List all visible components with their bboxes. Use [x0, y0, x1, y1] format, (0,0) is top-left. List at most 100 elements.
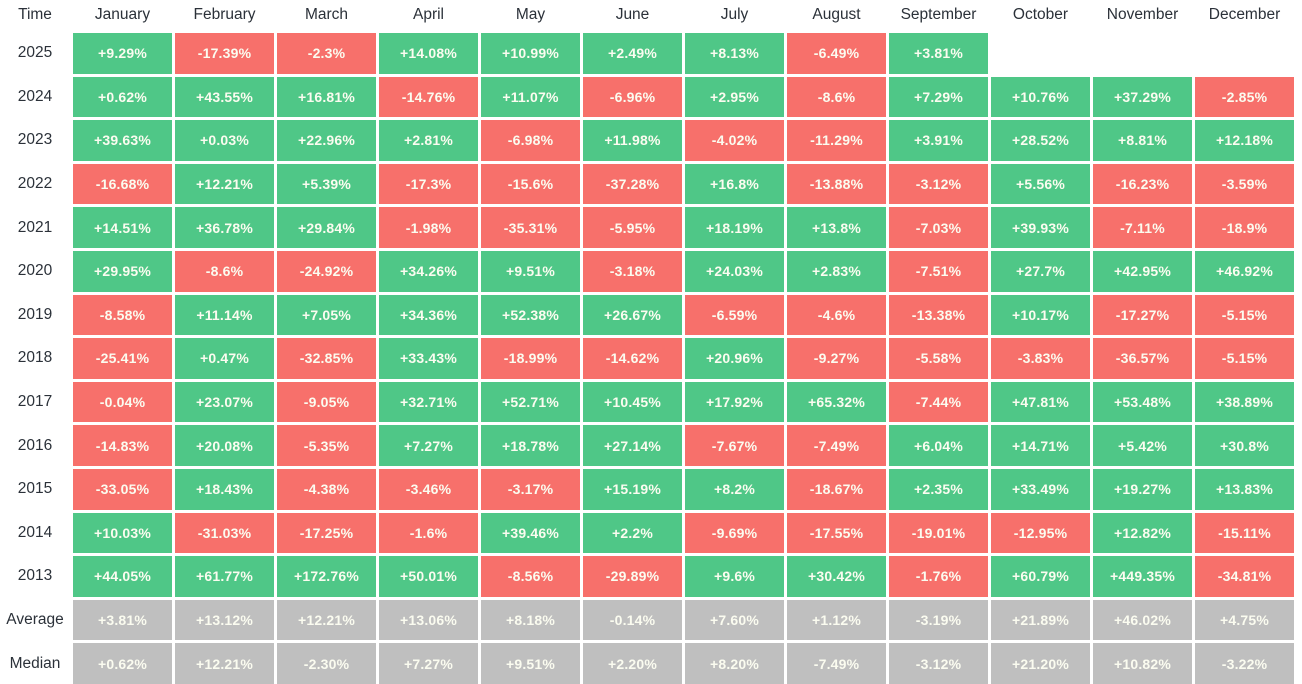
heatmap-cell: -5.35% [277, 425, 376, 466]
heatmap-cell: +16.81% [277, 76, 376, 118]
heatmap-cell: +52.38% [481, 294, 580, 336]
heatmap-cell: +22.96% [277, 120, 376, 161]
heatmap-cell: +12.18% [1195, 120, 1294, 161]
heatmap-cell: -34.81% [1195, 556, 1294, 597]
heatmap-cell: +0.03% [175, 120, 274, 161]
heatmap-cell: +60.79% [991, 556, 1090, 597]
month-header-may: May [515, 6, 546, 23]
heatmap-cell: +21.20% [991, 643, 1090, 684]
heatmap-cell: -19.01% [889, 512, 988, 554]
heatmap-cell: +13.06% [379, 599, 478, 641]
heatmap-cell: +2.2% [583, 512, 682, 554]
heatmap-cell: -17.25% [277, 512, 376, 554]
heatmap-cell [1195, 33, 1294, 74]
heatmap-cell: -6.98% [481, 120, 580, 161]
heatmap-cell: -25.41% [73, 338, 172, 379]
heatmap-cell: +46.02% [1093, 599, 1192, 641]
heatmap-cell: +8.2% [685, 468, 784, 510]
heatmap-cell: -4.02% [685, 120, 784, 161]
heatmap-cell: +10.45% [583, 381, 682, 423]
heatmap-cell: -17.3% [379, 163, 478, 205]
heatmap-cell: +14.71% [991, 425, 1090, 466]
row-label-2018: 2018 [17, 349, 53, 367]
heatmap-cell: +7.27% [379, 643, 478, 684]
row-label-2021: 2021 [17, 218, 53, 236]
row-label-2023: 2023 [17, 131, 53, 149]
month-header-january: January [94, 6, 151, 23]
heatmap-cell: -1.98% [379, 207, 478, 248]
heatmap-cell: -5.15% [1195, 338, 1294, 379]
heatmap-cell: -9.69% [685, 512, 784, 554]
heatmap-cell: +26.67% [583, 294, 682, 336]
heatmap-cell: +6.04% [889, 425, 988, 466]
heatmap-cell: +50.01% [379, 556, 478, 597]
heatmap-cell: +3.91% [889, 120, 988, 161]
row-label-2019: 2019 [17, 305, 53, 323]
heatmap-cell [991, 33, 1090, 74]
heatmap-cell: +28.52% [991, 120, 1090, 161]
heatmap-cell: -24.92% [277, 250, 376, 292]
heatmap-cell: +8.20% [685, 643, 784, 684]
heatmap-cell: -3.59% [1195, 163, 1294, 205]
heatmap-cell: +52.71% [481, 381, 580, 423]
row-label-average: Average [6, 611, 64, 629]
heatmap-cell: +10.82% [1093, 643, 1192, 684]
heatmap-cell: +172.76% [277, 556, 376, 597]
row-label-2017: 2017 [17, 393, 53, 411]
row-label-2014: 2014 [17, 523, 53, 541]
heatmap-cell: -2.3% [277, 33, 376, 74]
heatmap-cell: +11.14% [175, 294, 274, 336]
heatmap-cell: -7.51% [889, 250, 988, 292]
heatmap-cell: +37.29% [1093, 76, 1192, 118]
heatmap-cell: +9.51% [481, 643, 580, 684]
heatmap-cell: -18.9% [1195, 207, 1294, 248]
heatmap-cell: +29.95% [73, 250, 172, 292]
heatmap-cell: -33.05% [73, 468, 172, 510]
heatmap-cell: +2.49% [583, 33, 682, 74]
heatmap-cell: -9.05% [277, 381, 376, 423]
heatmap-cell: -5.15% [1195, 294, 1294, 336]
heatmap-cell: -32.85% [277, 338, 376, 379]
row-label-2013: 2013 [17, 567, 53, 585]
heatmap-cell: -3.12% [889, 163, 988, 205]
heatmap-cell: +0.47% [175, 338, 274, 379]
heatmap-cell: -13.38% [889, 294, 988, 336]
heatmap-cell: +8.18% [481, 599, 580, 641]
heatmap-cell: +18.43% [175, 468, 274, 510]
heatmap-cell: +47.81% [991, 381, 1090, 423]
heatmap-cell [1093, 33, 1192, 74]
month-header-august: August [812, 6, 861, 23]
heatmap-cell: +7.60% [685, 599, 784, 641]
heatmap-cell: +2.35% [889, 468, 988, 510]
month-header-june: June [615, 6, 650, 23]
heatmap-cell: -12.95% [991, 512, 1090, 554]
heatmap-cell: +9.29% [73, 33, 172, 74]
heatmap-cell: +10.76% [991, 76, 1090, 118]
heatmap-cell: -7.49% [787, 643, 886, 684]
heatmap-cell: -16.68% [73, 163, 172, 205]
heatmap-cell: +42.95% [1093, 250, 1192, 292]
heatmap-cell: +36.78% [175, 207, 274, 248]
heatmap-cell: +7.27% [379, 425, 478, 466]
row-label-2022: 2022 [17, 175, 53, 193]
heatmap-cell: +14.08% [379, 33, 478, 74]
heatmap-cell: +5.39% [277, 163, 376, 205]
month-header-october: October [1012, 6, 1069, 23]
heatmap-cell: -7.11% [1093, 207, 1192, 248]
heatmap-cell: -9.27% [787, 338, 886, 379]
heatmap-cell: -3.22% [1195, 643, 1294, 684]
heatmap-cell: -6.49% [787, 33, 886, 74]
row-label-median: Median [9, 654, 61, 672]
month-header-february: February [193, 6, 256, 23]
heatmap-cell: +46.92% [1195, 250, 1294, 292]
row-label-2020: 2020 [17, 262, 53, 280]
heatmap-cell: +2.83% [787, 250, 886, 292]
heatmap-cell: -37.28% [583, 163, 682, 205]
heatmap-cell: +18.19% [685, 207, 784, 248]
heatmap-cell: +3.81% [889, 33, 988, 74]
month-header-april: April [412, 6, 444, 23]
heatmap-cell: +20.08% [175, 425, 274, 466]
heatmap-cell: -3.12% [889, 643, 988, 684]
month-header-november: November [1106, 6, 1179, 23]
